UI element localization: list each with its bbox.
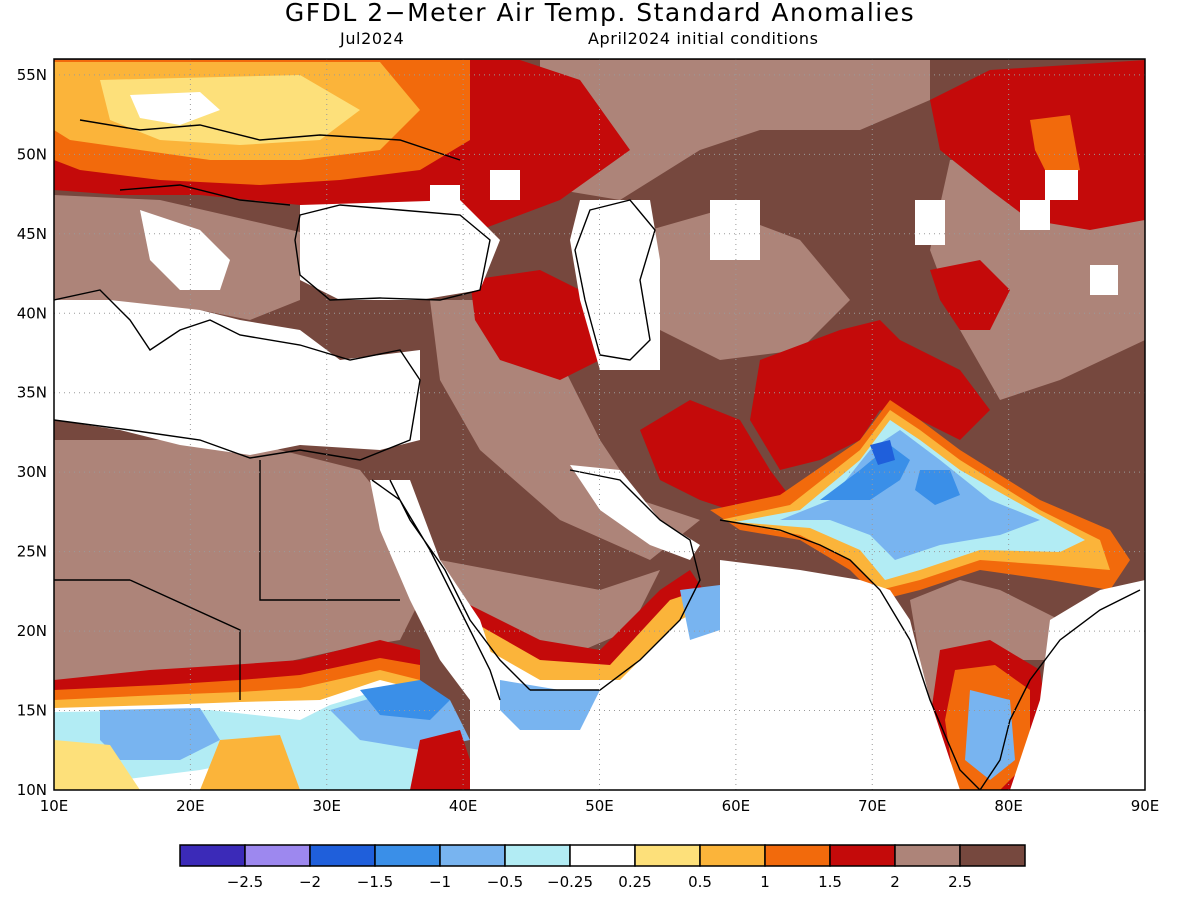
latitude-label: 20N: [17, 622, 47, 640]
anomaly-region: [540, 60, 930, 200]
anomaly-region: [965, 690, 1015, 780]
longitude-label: 80E: [994, 797, 1023, 815]
longitude-labels: 10E 20E 30E 40E 50E 60E 70E 80E 90E: [40, 797, 1160, 815]
legend-swatch: [309, 844, 376, 867]
border-europe: [79, 119, 461, 206]
legend-swatch: [569, 844, 636, 867]
ocean-mask: [720, 560, 960, 790]
latitude-label: 30N: [17, 463, 47, 481]
ocean-mask: [710, 200, 760, 260]
ocean-mask: [1020, 200, 1050, 230]
coastline-arabia: [530, 469, 701, 691]
longitude-label: 30E: [312, 797, 341, 815]
anomaly-region: [100, 708, 220, 760]
longitude-label: 70E: [858, 797, 887, 815]
legend-swatch: [959, 844, 1026, 867]
legend-swatch: [764, 844, 831, 867]
anomaly-region: [1030, 115, 1080, 180]
anomaly-region: [54, 440, 420, 690]
coastline-caspian: [574, 199, 656, 361]
coastlines: [54, 119, 1141, 790]
ocean-mask: [430, 185, 460, 235]
legend-swatch: [829, 844, 896, 867]
anomaly-region: [870, 440, 895, 465]
coastline-india: [719, 519, 1141, 790]
ocean-mask: [1045, 170, 1078, 200]
legend-swatch: [179, 844, 246, 867]
legend-swatch: [244, 844, 311, 867]
legend-label: 0.5: [688, 873, 712, 891]
latitude-label: 35N: [17, 384, 47, 402]
longitude-label: 60E: [722, 797, 751, 815]
border-africa: [54, 460, 400, 700]
latitude-label: 45N: [17, 225, 47, 243]
longitude-label: 40E: [449, 797, 478, 815]
legend-label: 1.5: [818, 873, 842, 891]
ocean-mask: [300, 200, 500, 300]
ocean-mask: [370, 480, 500, 700]
legend-swatch: [699, 844, 766, 867]
latitude-label: 10N: [17, 781, 47, 799]
legend-swatch: [504, 844, 571, 867]
ocean-mask: [54, 300, 420, 455]
ocean-mask: [915, 200, 945, 245]
anomaly-region: [750, 320, 990, 470]
anomaly-region: [500, 680, 600, 730]
latitude-label: 15N: [17, 702, 47, 720]
legend-label: 0.25: [618, 873, 651, 891]
legend-label: 2.5: [948, 873, 972, 891]
latitude-label: 40N: [17, 304, 47, 322]
ocean-mask: [570, 465, 700, 560]
legend-label: −1: [429, 873, 451, 891]
ocean-mask: [490, 170, 520, 200]
legend-label: 1: [760, 873, 770, 891]
legend-swatch: [374, 844, 441, 867]
coastline-black-sea: [294, 204, 491, 301]
legend-label: −2: [299, 873, 321, 891]
forecast-month: Jul2024: [340, 29, 405, 48]
anomaly-region: [640, 400, 800, 520]
coastline-red-sea: [371, 479, 531, 701]
initial-conditions: April2024 initial conditions: [588, 29, 819, 48]
ocean-mask: [140, 210, 230, 290]
latitude-labels: 10N 15N 20N 25N 30N 35N 40N 45N 50N 55N: [17, 66, 47, 799]
anomaly-region: [130, 92, 220, 125]
color-legend: −2.5 −2 −1.5 −1 −0.5 −0.25 0.25 0.5 1 1.5 2 2.5: [179, 844, 1026, 891]
longitude-label: 50E: [585, 797, 614, 815]
latitude-label: 55N: [17, 66, 47, 84]
anomaly-region: [780, 430, 1040, 560]
map-title: GFDL 2−Meter Air Temp. Standard Anomalie…: [284, 0, 916, 27]
legend-label: −0.25: [547, 873, 593, 891]
legend-label: 2: [890, 873, 900, 891]
anomaly-region: [930, 260, 1010, 330]
anomaly-region: [915, 470, 960, 505]
ocean-mask: [1010, 580, 1145, 790]
latitude-label: 25N: [17, 543, 47, 561]
legend-label: −2.5: [227, 873, 263, 891]
coastline-mediterranean: [54, 289, 421, 461]
anomaly-region: [640, 210, 850, 360]
legend-swatch: [634, 844, 701, 867]
anomaly-region: [54, 740, 140, 790]
longitude-label: 20E: [176, 797, 205, 815]
graticule: [54, 59, 1145, 790]
anomaly-region: [410, 730, 480, 790]
anomaly-region: [200, 735, 300, 790]
map-frame: [53, 58, 1146, 791]
anomaly-region: [470, 270, 600, 380]
legend-label: −1.5: [357, 873, 393, 891]
longitude-label: 90E: [1131, 797, 1160, 815]
legend-swatch: [439, 844, 506, 867]
anomaly-region: [360, 680, 450, 720]
longitude-label: 10E: [40, 797, 69, 815]
legend-label: −0.5: [487, 873, 523, 891]
legend-swatch: [894, 844, 961, 867]
ocean-mask: [1090, 265, 1118, 295]
latitude-label: 50N: [17, 145, 47, 163]
